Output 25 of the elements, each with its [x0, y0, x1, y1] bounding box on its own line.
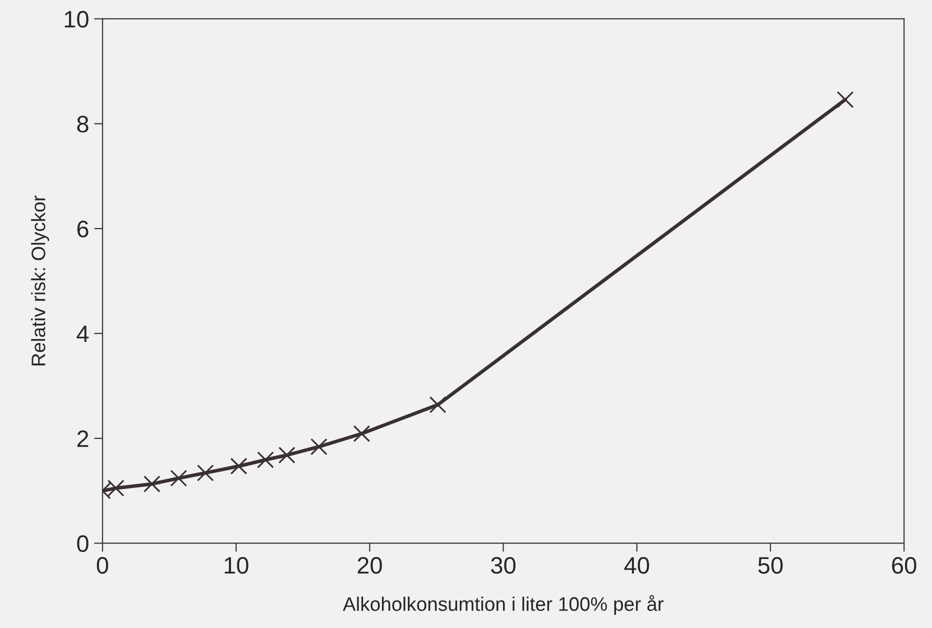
x-tick-label: 50: [758, 557, 783, 574]
point: [170, 470, 188, 487]
point: [429, 396, 446, 414]
point: [278, 446, 296, 464]
x-tick-label: 20: [358, 557, 382, 574]
x-tick-label: 0: [96, 557, 108, 574]
point: [310, 438, 328, 456]
point: [143, 475, 160, 492]
y-tick-label: 8: [77, 116, 88, 133]
point: [230, 458, 248, 475]
x-tick-label: 60: [892, 557, 916, 574]
x-tick-label: 30: [491, 557, 516, 574]
point: [836, 91, 854, 108]
y-tick-label: 10: [64, 10, 88, 28]
point: [196, 464, 214, 482]
x-tick-label: 40: [624, 557, 650, 574]
x-tick-label: 10: [224, 557, 248, 574]
x-axis-title: Alkoholkonsumtion i liter 100% per år: [342, 595, 664, 615]
y-tick-label: 4: [76, 326, 89, 342]
y-tick-label: 0: [77, 535, 88, 552]
y-axis-title: Relativ risk: Olyckor: [31, 195, 50, 366]
y-tick-label: 2: [77, 430, 88, 447]
point: [257, 451, 274, 468]
point: [353, 425, 370, 442]
y-tick-label: 6: [77, 220, 88, 238]
